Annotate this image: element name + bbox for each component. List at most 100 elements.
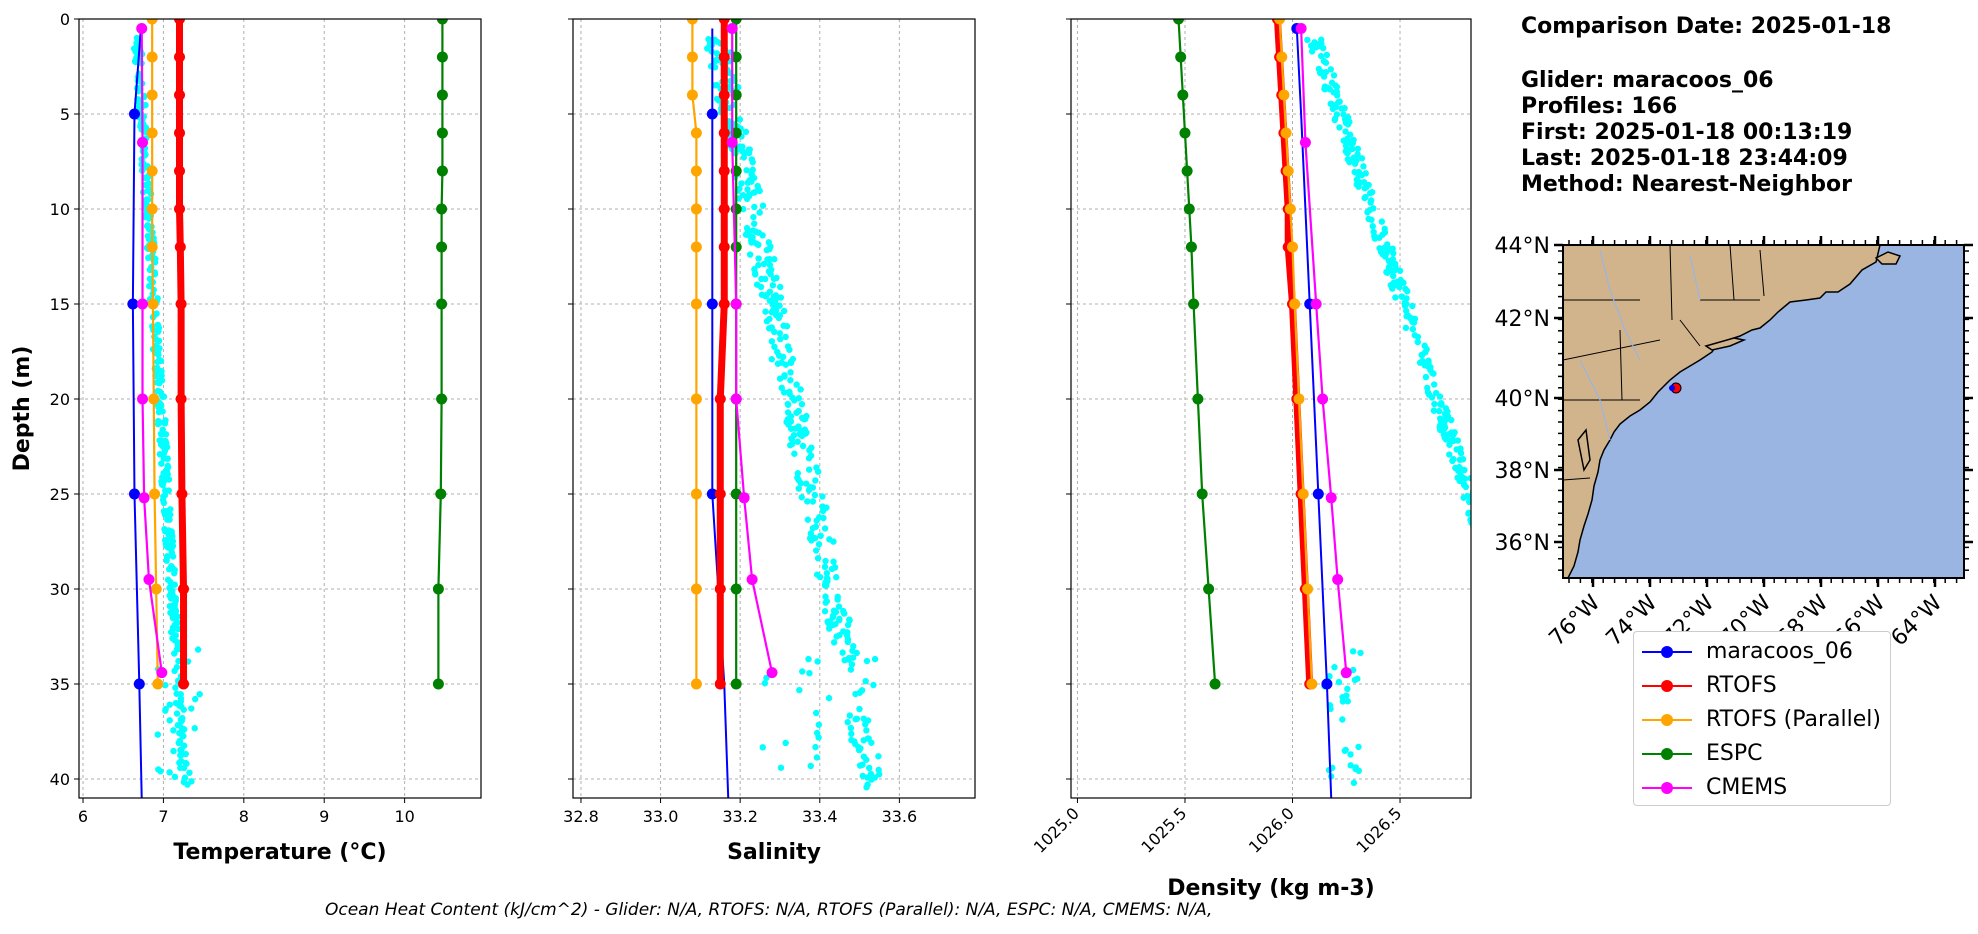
series-point: [746, 574, 758, 585]
interp-method: Method: Nearest-Neighbor: [1521, 172, 1852, 197]
scatter-point: [755, 255, 762, 262]
scatter-point: [1346, 131, 1354, 138]
scatter-point: [1460, 481, 1468, 488]
scatter-point: [752, 228, 759, 235]
scatter-point: [1396, 283, 1403, 291]
series-point: [1284, 203, 1296, 215]
scatter-point: [787, 377, 794, 384]
scatter-point: [798, 401, 806, 408]
scatter-point: [1378, 218, 1386, 225]
scatter-point: [169, 553, 177, 560]
map-land: [1563, 245, 1881, 578]
y-tick-label: 20: [50, 390, 70, 409]
series-point: [174, 127, 185, 139]
scatter-point: [1355, 743, 1362, 751]
scatter-point: [759, 232, 766, 239]
scatter-point: [172, 684, 179, 691]
scatter-point: [1522, 636, 1528, 642]
scatter-point: [812, 547, 820, 554]
scatter-point: [1339, 716, 1346, 723]
scatter-point: [142, 181, 149, 189]
scatter-point: [1543, 717, 1549, 723]
axes-frame: [572, 18, 976, 799]
scatter-point: [852, 715, 859, 723]
plot-area: [127, 19, 448, 798]
scatter-point: [765, 325, 773, 332]
series-point: [714, 393, 726, 405]
scatter-point: [1497, 573, 1503, 579]
comparison-date: Comparison Date: 2025-01-18: [1521, 14, 1892, 39]
scatter-point: [1330, 72, 1338, 79]
series-point: [436, 203, 448, 215]
series-point: [718, 127, 730, 139]
scatter-point: [1505, 620, 1511, 626]
scatter-point: [1358, 155, 1366, 162]
map-lon-label: 64°W: [1887, 590, 1948, 651]
scatter-point: [841, 610, 848, 617]
scatter-point: [1502, 608, 1508, 614]
scatter-point: [1360, 163, 1367, 170]
scatter-point: [711, 64, 719, 71]
scatter-point: [1562, 768, 1568, 774]
scatter-point: [1385, 263, 1393, 271]
scatter-point: [1481, 526, 1487, 532]
scatter-point: [1473, 497, 1479, 503]
series-point: [726, 23, 738, 34]
scatter-point: [844, 718, 851, 726]
scatter-point: [1340, 137, 1347, 144]
scatter-point: [1496, 590, 1502, 596]
scatter-point: [742, 128, 750, 136]
scatter-point: [1381, 225, 1388, 233]
scatter-point: [1327, 66, 1335, 73]
scatter-point: [1545, 709, 1551, 715]
scatter-point: [743, 224, 751, 232]
scatter-point: [1423, 346, 1430, 353]
scatter-point: [860, 737, 867, 744]
scatter-point: [1499, 610, 1505, 616]
series-point: [1185, 241, 1197, 253]
scatter-point: [173, 690, 180, 697]
series-point: [686, 51, 698, 63]
x-tick-label: 8: [239, 807, 249, 826]
scatter-point: [171, 570, 178, 577]
scatter-point: [1490, 561, 1496, 567]
series-point: [1274, 19, 1286, 25]
scatter-point: [822, 579, 829, 586]
scatter-point: [167, 628, 175, 636]
scatter-point: [166, 701, 173, 708]
scatter-point: [1344, 156, 1352, 163]
scatter-point: [786, 388, 793, 395]
scatter-point: [1513, 640, 1519, 646]
scatter-point: [1541, 722, 1547, 728]
scatter-point: [821, 563, 829, 571]
scatter-point: [1547, 741, 1553, 747]
scatter-point: [1564, 785, 1570, 791]
state-borders: [1563, 245, 1765, 481]
scatter-point: [186, 769, 193, 776]
scatter-point: [1349, 648, 1357, 655]
series-point: [436, 89, 448, 101]
scatter-point: [713, 38, 721, 45]
y-tick-label: 30: [50, 580, 70, 599]
y-tick-label: 25: [50, 485, 70, 504]
x-tick-label: 1026.0: [1245, 804, 1298, 857]
scatter-point: [1518, 636, 1524, 642]
scatter-point: [1507, 631, 1513, 637]
scatter-point: [844, 635, 852, 643]
scatter-point: [1555, 774, 1561, 780]
series-point: [1175, 51, 1187, 63]
scatter-point: [1308, 48, 1316, 55]
scatter-point: [776, 302, 783, 309]
scatter-point: [1338, 105, 1345, 112]
scatter-point: [1502, 594, 1508, 600]
scatter-point: [1371, 232, 1378, 240]
scatter-point: [746, 146, 753, 153]
scatter-point: [1402, 324, 1410, 332]
series-line: [716, 19, 728, 684]
x-tick-label: 1025.0: [1030, 804, 1083, 857]
scatter-point: [803, 480, 810, 487]
series-line: [1273, 19, 1314, 685]
series-point: [146, 89, 158, 101]
scatter-point: [865, 764, 873, 772]
scatter-point: [160, 437, 167, 445]
